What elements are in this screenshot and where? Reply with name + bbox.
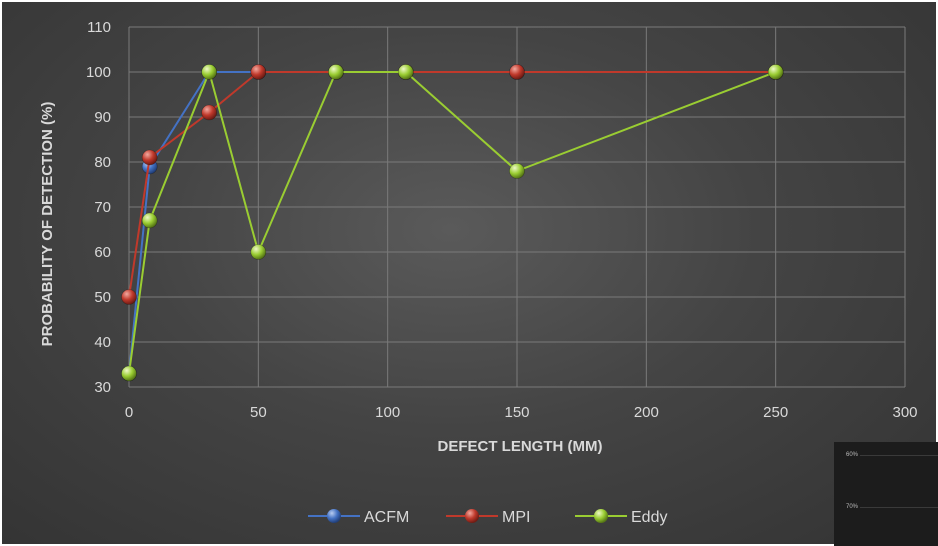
- data-point-eddy: [328, 64, 344, 80]
- inset-gridline: [860, 455, 938, 456]
- x-tick-label: 150: [504, 404, 529, 421]
- data-point-eddy: [250, 244, 267, 260]
- data-point-eddy: [121, 365, 137, 382]
- x-tick-label: 0: [125, 404, 133, 421]
- legend-item-eddy: Eddy: [575, 509, 667, 526]
- inset-gridline: [860, 507, 938, 508]
- data-point-mpi: [509, 64, 525, 80]
- legend-label-acfm: ACFM: [364, 509, 409, 526]
- data-point-eddy: [201, 64, 217, 80]
- x-tick-label: 50: [250, 404, 267, 421]
- series-lines: [121, 64, 784, 382]
- legend-item-acfm: ACFM: [308, 509, 409, 526]
- data-point-eddy: [141, 212, 158, 229]
- data-point-eddy: [509, 163, 525, 179]
- y-tick-label: 70: [94, 199, 111, 216]
- y-tick-label: 50: [94, 289, 111, 306]
- x-tick-label: 100: [375, 404, 400, 421]
- x-axis-ticks: 0 50 100 150 200 250 300: [125, 404, 918, 421]
- y-tick-label: 60: [94, 244, 111, 261]
- y-tick-label: 90: [94, 109, 111, 126]
- inset-label: 60%: [846, 452, 859, 458]
- legend: ACFM MPI Eddy: [308, 509, 667, 526]
- legend-marker-acfm: [327, 509, 341, 523]
- x-tick-label: 200: [634, 404, 659, 421]
- series-line-mpi: [128, 71, 776, 298]
- grid: [128, 26, 906, 388]
- data-point-mpi: [141, 149, 158, 166]
- series-mpi: [121, 64, 784, 305]
- y-axis-ticks: 30 40 50 60 70 80 90 100 110: [86, 19, 111, 396]
- legend-label-eddy: Eddy: [631, 509, 667, 526]
- data-point-eddy: [397, 64, 414, 80]
- y-tick-label: 80: [94, 154, 111, 171]
- x-tick-label: 300: [892, 404, 917, 421]
- y-tick-label: 100: [86, 64, 111, 81]
- data-point-mpi: [201, 104, 217, 121]
- y-tick-label: 40: [94, 334, 111, 351]
- series-line-eddy: [128, 71, 777, 374]
- x-axis-title: DEFECT LENGTH (MM): [438, 438, 603, 455]
- legend-marker-mpi: [465, 509, 479, 523]
- legend-item-mpi: MPI: [446, 509, 530, 526]
- inset-label: 70%: [846, 504, 859, 510]
- inset-panel: 60% 70%: [834, 442, 938, 546]
- y-tick-label: 30: [94, 379, 111, 396]
- x-tick-label: 250: [763, 404, 788, 421]
- data-point-mpi: [121, 289, 137, 305]
- data-point-eddy: [767, 64, 784, 80]
- legend-marker-eddy: [594, 509, 608, 523]
- data-point-mpi: [250, 64, 267, 80]
- y-tick-label: 110: [87, 19, 111, 36]
- legend-label-mpi: MPI: [502, 509, 530, 526]
- y-axis-title: PROBABILITY OF DETECTION (%): [39, 102, 56, 347]
- series-eddy: [121, 64, 784, 382]
